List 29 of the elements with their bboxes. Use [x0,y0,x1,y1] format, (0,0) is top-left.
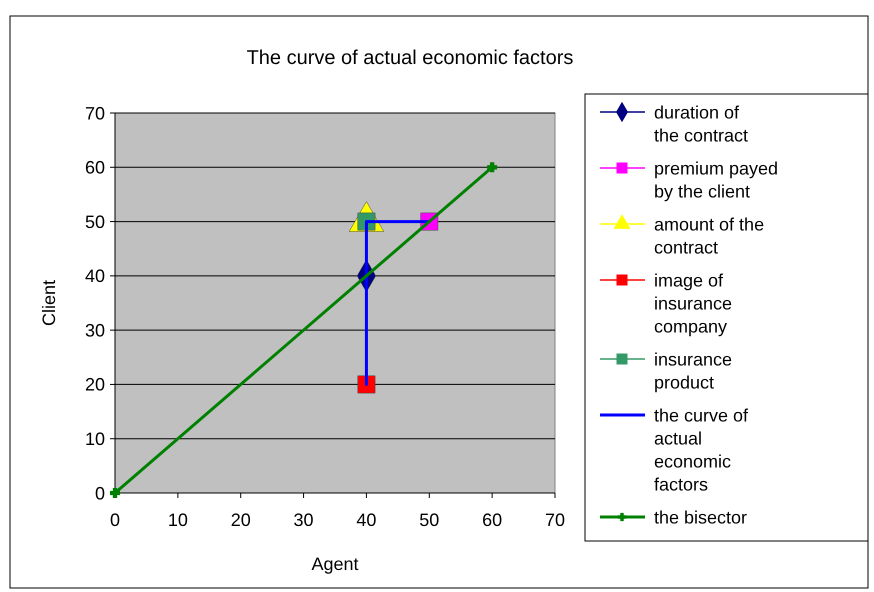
y-tick-label: 30 [84,320,105,340]
x-tick-label: 60 [482,510,502,530]
point [110,488,120,498]
chart-title: The curve of actual economic factors [246,47,574,69]
x-tick-label: 50 [419,510,440,530]
y-tick-label: 40 [84,266,105,286]
x-tick-label: 30 [294,510,314,530]
y-tick-label: 50 [84,212,105,232]
y-tick-label: 60 [84,158,105,178]
point [358,376,376,394]
y-tick-label: 70 [84,103,105,124]
legend-label: the curve of actual economic factors [654,405,750,494]
legend-label: image of insurance company [654,270,732,336]
x-tick-label: 70 [544,510,566,530]
y-tick-label: 20 [84,374,105,395]
legend-label: the bisector [654,507,748,528]
x-tick-label: 10 [168,510,188,530]
legend-label: insurance product [654,349,732,392]
legend-label: amount of the contract [654,214,764,258]
y-tick-label: 10 [84,429,105,450]
x-tick-label: 0 [110,510,120,530]
x-axis-title: Agent [311,554,359,574]
legend-label: duration of the contract [654,102,748,146]
y-tick-label: 0 [94,483,105,504]
legend-label: premium payed by the client [654,158,778,202]
x-tick-label: 20 [230,510,251,530]
y-axis-title: Client [39,280,59,326]
point [487,162,498,172]
x-tick-label: 40 [356,510,376,530]
